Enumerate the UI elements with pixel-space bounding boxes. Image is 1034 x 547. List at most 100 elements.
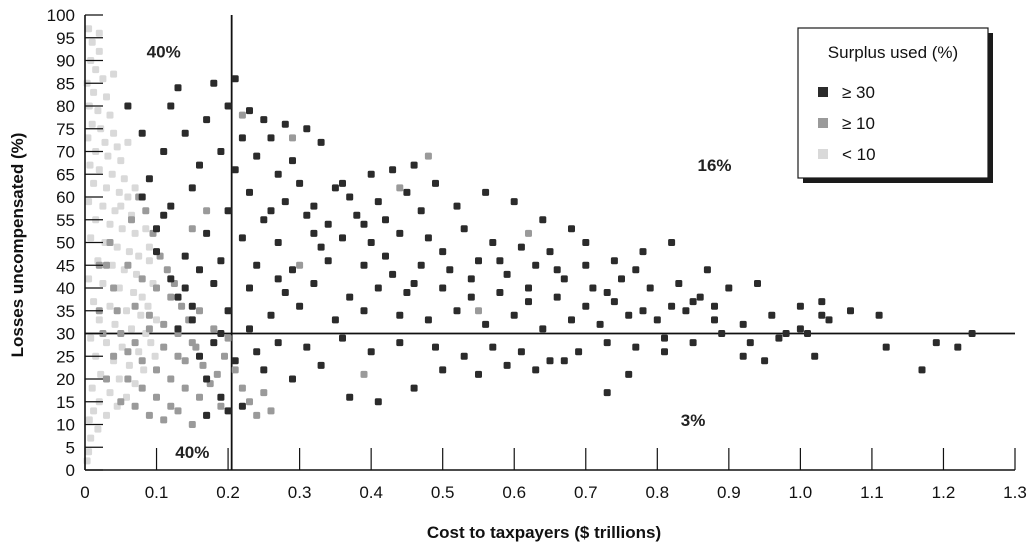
data-point [203,229,211,237]
x-tick-label: 1.0 [789,483,813,502]
data-point [199,361,207,369]
data-point [95,29,103,37]
reference-lines [85,15,1015,470]
data-point [460,225,468,233]
data-point [110,70,118,78]
data-point [111,320,119,328]
data-point [339,334,346,342]
data-point [281,289,289,296]
data-point [625,370,633,378]
data-point [267,207,275,215]
data-point [87,234,95,242]
data-point [417,207,425,215]
data-point [632,266,640,274]
data-point [135,348,143,356]
data-point [818,298,826,306]
data-point [238,234,246,242]
data-point [125,248,133,256]
data-point [253,152,261,160]
y-tick-label: 55 [56,211,75,230]
data-point [188,184,196,192]
data-point [682,307,690,315]
quadrant-percentage-label: 16% [698,156,732,175]
data-point [103,411,110,419]
data-point [532,366,540,374]
data-point [303,211,311,219]
data-point [331,316,339,324]
x-tick-label: 0.8 [645,483,669,502]
data-point [625,311,633,319]
data-point [103,339,110,347]
y-tick-label: 75 [56,120,75,139]
data-point [181,384,189,392]
data-point [560,357,568,365]
data-point [128,325,135,333]
data-point [517,348,525,356]
data-point [353,211,361,219]
data-point [124,375,132,383]
data-point [317,243,325,251]
data-point [689,339,697,347]
legend-entry-label: ≥ 10 [842,114,875,133]
data-point [167,102,175,110]
y-tick-label: 85 [56,74,75,93]
data-point [711,316,718,324]
y-tick-label: 70 [56,143,75,162]
data-point [253,411,261,419]
data-point [310,229,318,237]
data-point [153,316,160,324]
data-point [389,270,397,278]
y-tick-label: 35 [56,302,75,321]
data-point [510,198,518,206]
data-point [847,307,854,315]
data-point [125,361,133,369]
data-point [145,411,153,419]
data-point [217,330,225,337]
data-point [99,202,107,210]
data-point [346,193,354,201]
data-point [296,302,304,310]
y-tick-label: 65 [56,165,75,184]
data-point [267,134,275,142]
data-point [639,248,647,256]
data-point [113,243,121,251]
data-point [696,293,704,301]
data-point [374,284,382,292]
data-point [231,366,239,374]
x-tick-label: 0.7 [574,483,598,502]
data-point [303,125,311,133]
data-point [460,352,468,360]
data-point [124,102,132,110]
data-point [246,107,253,115]
data-point [818,311,826,319]
data-point [181,357,189,365]
data-point [453,307,461,315]
legend-swatch [818,118,828,128]
data-point [804,330,811,337]
data-point [525,298,532,306]
data-point [181,284,189,292]
y-tick-label: 80 [56,97,75,116]
data-point [360,261,368,269]
data-point [135,252,143,260]
data-point [174,325,182,333]
data-point [138,129,146,137]
data-point [553,266,561,274]
data-point [103,261,110,269]
data-point [475,307,482,315]
data-point [403,188,411,196]
data-point [725,284,733,292]
data-point [203,411,211,419]
data-point [85,275,93,283]
data-point [703,266,711,274]
data-point [108,170,116,178]
legend: Surplus used (%) ≥ 30 ≥ 10 < 10 [797,27,993,183]
data-point [424,234,432,242]
data-point [589,284,597,292]
data-point [85,198,93,206]
data-point [560,275,568,283]
data-point [374,398,382,406]
data-point [174,352,182,360]
data-point [120,175,128,183]
